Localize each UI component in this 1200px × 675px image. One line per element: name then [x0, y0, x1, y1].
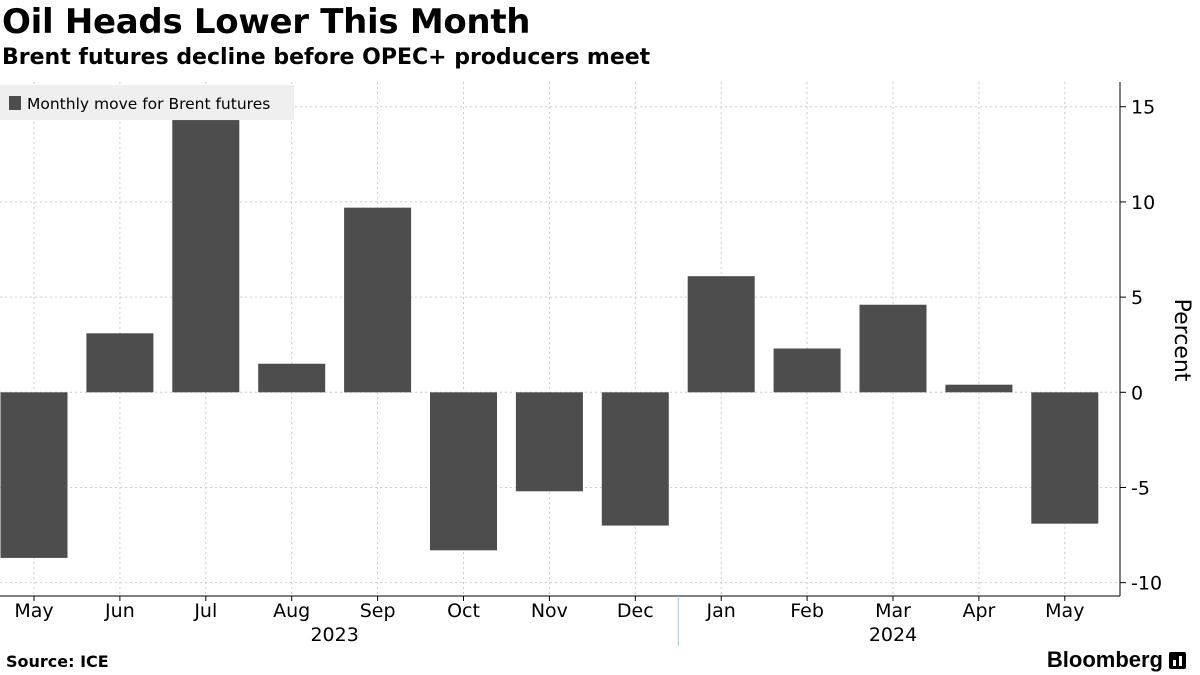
chart-title: Oil Heads Lower This Month	[2, 2, 531, 42]
x-tick-label: Apr	[962, 600, 995, 622]
y-tick-label: 5	[1131, 287, 1143, 309]
bar-oct-5	[430, 392, 497, 551]
y-tick-label: 15	[1131, 97, 1155, 119]
x-tick-label: May	[14, 600, 53, 622]
x-tick-label: Aug	[273, 600, 310, 622]
bar-may-0	[0, 392, 68, 558]
y-tick-label: 10	[1131, 192, 1155, 214]
bar-feb-9	[773, 348, 841, 393]
bar-may-12	[1031, 392, 1099, 524]
x-tick-label: Jun	[104, 600, 135, 622]
legend-label: Monthly move for Brent futures	[27, 95, 270, 113]
y-axis-label: Percent	[1169, 299, 1194, 382]
x-tick-label: Feb	[790, 600, 824, 622]
x-tick-labels: May Jun Jul Aug Sep Oct Nov Dec Jan Feb Mar Apr May	[14, 596, 1084, 622]
bar-jul-2	[172, 120, 240, 393]
x-tick-label: Dec	[617, 600, 654, 622]
legend: Monthly move for Brent futures	[0, 85, 294, 120]
bar-aug-3	[258, 363, 326, 393]
bar-apr-11	[945, 384, 1013, 393]
chart-subtitle: Brent futures decline before OPEC+ produ…	[2, 45, 651, 70]
bars	[0, 120, 1099, 558]
y-tick-label: -10	[1131, 573, 1162, 595]
bar-jan-8	[687, 276, 755, 393]
legend-swatch	[9, 96, 21, 110]
x-tick-label: Jul	[193, 600, 217, 622]
bar-nov-6	[515, 392, 583, 492]
source-note: Source: ICE	[6, 652, 109, 671]
bar-mar-10	[859, 304, 927, 393]
brand-logo: Bloomberg	[1047, 647, 1186, 673]
brand-chart-icon	[1169, 651, 1186, 669]
gridlines	[0, 82, 1120, 596]
y-tick-labels: 15 10 5 0 -5 -10	[1120, 97, 1162, 595]
x-tick-label: Oct	[447, 600, 480, 622]
x-tick-label: Jan	[706, 600, 736, 622]
bar-jun-1	[86, 333, 154, 393]
axes	[0, 82, 1121, 646]
x-tick-label: Sep	[360, 600, 396, 622]
legend-background	[0, 85, 294, 120]
y-tick-label: -5	[1131, 477, 1150, 499]
year-label: 2024	[869, 624, 917, 646]
year-labels: 2023 2024	[310, 624, 917, 646]
year-label: 2023	[310, 624, 358, 646]
y-tick-label: 0	[1131, 382, 1143, 404]
x-tick-label: Mar	[875, 600, 911, 622]
brand-name: Bloomberg	[1046, 647, 1163, 672]
x-tick-label: Nov	[531, 600, 568, 622]
x-tick-label: May	[1045, 600, 1084, 622]
bar-sep-4	[344, 207, 412, 393]
bar-dec-7	[601, 392, 669, 526]
